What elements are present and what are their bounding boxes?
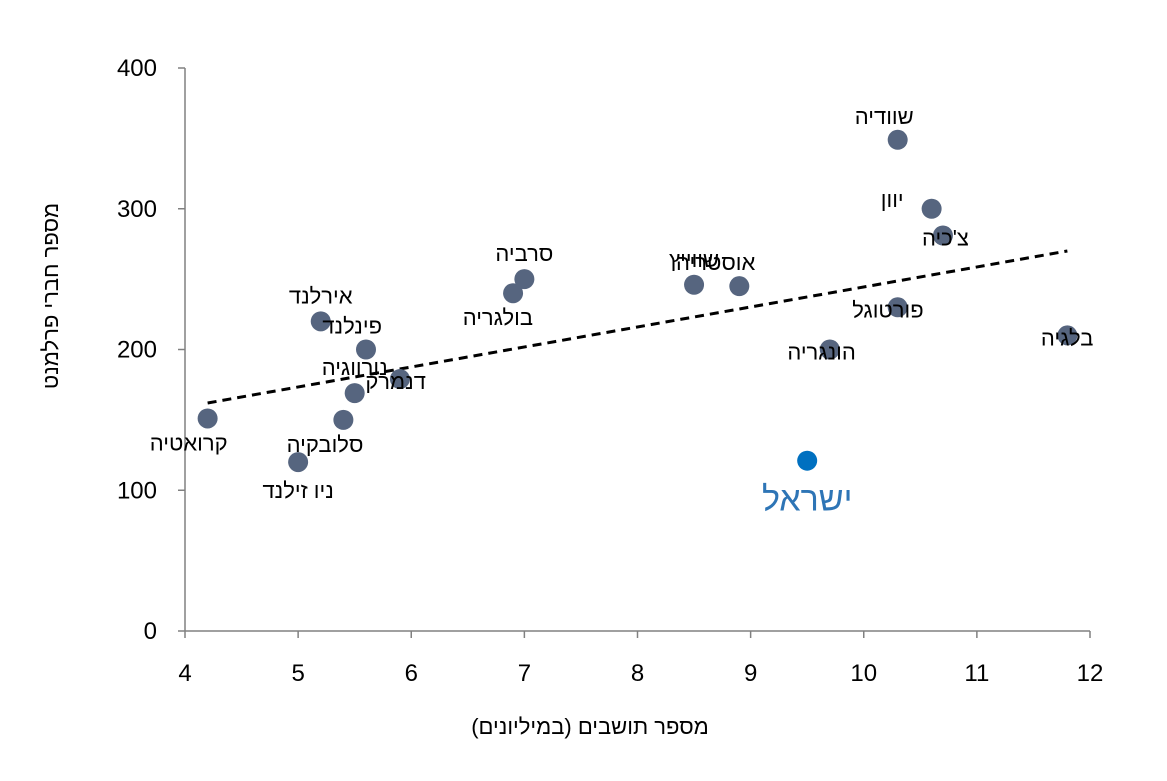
data-point <box>729 276 750 297</box>
point-labels-group: קרואטיה ניו זילנד אירלנד סלובקיה נורווגיה פינ… <box>150 104 1094 519</box>
data-point <box>197 408 218 429</box>
data-point <box>887 297 908 318</box>
data-point <box>1057 325 1078 346</box>
data-point <box>310 311 331 332</box>
x-tick-label: 4 <box>178 660 191 687</box>
point-label: הונגריה <box>787 340 856 365</box>
data-point <box>333 409 354 430</box>
data-point <box>288 452 309 473</box>
data-point <box>684 274 705 295</box>
data-point <box>344 383 365 404</box>
point-label: ניו זילנד <box>262 478 333 503</box>
x-tick-label: 10 <box>850 660 877 687</box>
point-label: קרואטיה <box>150 430 228 455</box>
y-tick-label: 0 <box>144 618 157 645</box>
y-tick-label: 400 <box>117 55 157 82</box>
x-tick-label: 12 <box>1077 660 1104 687</box>
data-point <box>356 339 376 360</box>
x-tick-label: 7 <box>518 660 531 687</box>
point-label: סרביה <box>495 241 553 266</box>
x-tick-label: 6 <box>405 660 418 687</box>
data-point <box>389 369 410 390</box>
y-tick-label: 100 <box>117 477 157 504</box>
x-tick-label: 11 <box>964 660 989 687</box>
highlight-data-point <box>797 450 818 471</box>
point-label: פינלנד <box>322 314 382 339</box>
data-point <box>932 225 953 246</box>
point-label: בולגריה <box>463 305 533 330</box>
point-label: שווייץ <box>669 247 719 272</box>
data-point <box>514 269 535 290</box>
point-label: פורטוגל <box>852 297 923 322</box>
point-label: יוון <box>881 187 904 212</box>
trendline-group <box>207 249 1068 405</box>
x-axis-title: מספר תושבים (במיליונים) <box>471 714 709 739</box>
point-label: אירלנד <box>289 283 353 308</box>
point-label: סלובקיה <box>287 432 364 457</box>
highlight-point-label: ישראל <box>762 481 853 519</box>
point-label: דנמרק <box>365 369 426 394</box>
data-point <box>887 129 908 150</box>
points-group <box>197 129 1078 473</box>
point-label: בלגיה <box>1041 325 1093 350</box>
x-tick-label: 5 <box>291 660 304 687</box>
trendline <box>207 249 1068 405</box>
point-label: שוודיה <box>855 104 914 129</box>
axes: 0 100 200 300 400 4 5 6 7 8 9 10 11 12 <box>117 55 1103 687</box>
y-tick-label: 200 <box>117 337 157 364</box>
point-label: צ'כיה <box>922 225 969 250</box>
point-label: אוסטריה <box>676 250 755 275</box>
data-point <box>819 339 840 360</box>
data-point <box>503 283 524 304</box>
y-tick-label: 300 <box>117 196 157 223</box>
point-label: נורווגיה <box>322 355 388 380</box>
x-tick-label: 8 <box>631 660 644 687</box>
data-point <box>921 198 942 219</box>
x-tick-label: 9 <box>744 660 757 687</box>
y-axis-title: מספר חברי פרלמנט <box>38 203 63 389</box>
